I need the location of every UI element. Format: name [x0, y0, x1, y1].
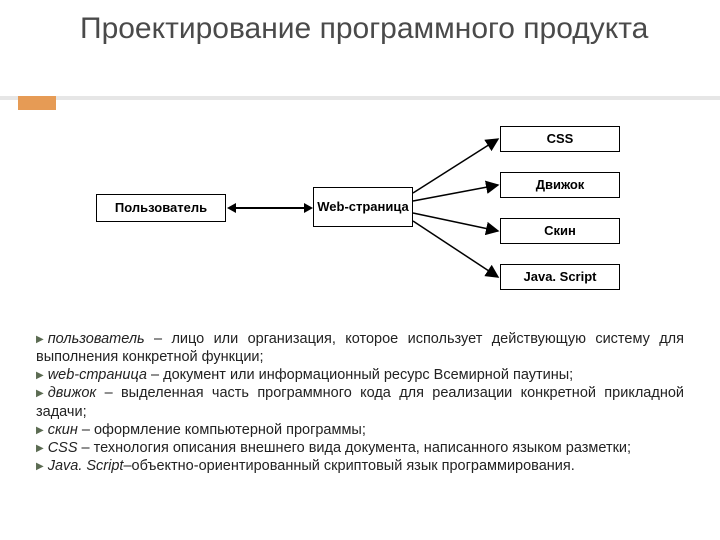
accent-chip [18, 96, 56, 110]
bullet-icon: ▶ [36, 370, 44, 383]
bullet-icon: ▶ [36, 388, 44, 401]
edges-right [0, 120, 720, 320]
def-item: ▶движок – выделенная часть программного … [36, 384, 684, 420]
bullet-icon: ▶ [36, 334, 44, 347]
def-item: ▶Java. Script–объектно-ориентированный с… [36, 457, 684, 475]
diagram: Пользователь Web-страница CSS Движок Ски… [0, 120, 720, 320]
definitions: ▶пользователь – лицо или организация, ко… [36, 330, 684, 475]
accent-bar [0, 96, 720, 100]
slide: Проектирование программного продукта Пол… [0, 0, 720, 540]
bullet-icon: ▶ [36, 425, 44, 438]
def-item: ▶пользователь – лицо или организация, ко… [36, 330, 684, 366]
bullet-icon: ▶ [36, 461, 44, 474]
def-item: ▶скин – оформление компьютерной программ… [36, 421, 684, 439]
def-item: ▶CSS – технология описания внешнего вида… [36, 439, 684, 457]
def-item: ▶web-страница – документ или информацион… [36, 366, 684, 384]
page-title: Проектирование программного продукта [80, 12, 680, 47]
bullet-icon: ▶ [36, 443, 44, 456]
